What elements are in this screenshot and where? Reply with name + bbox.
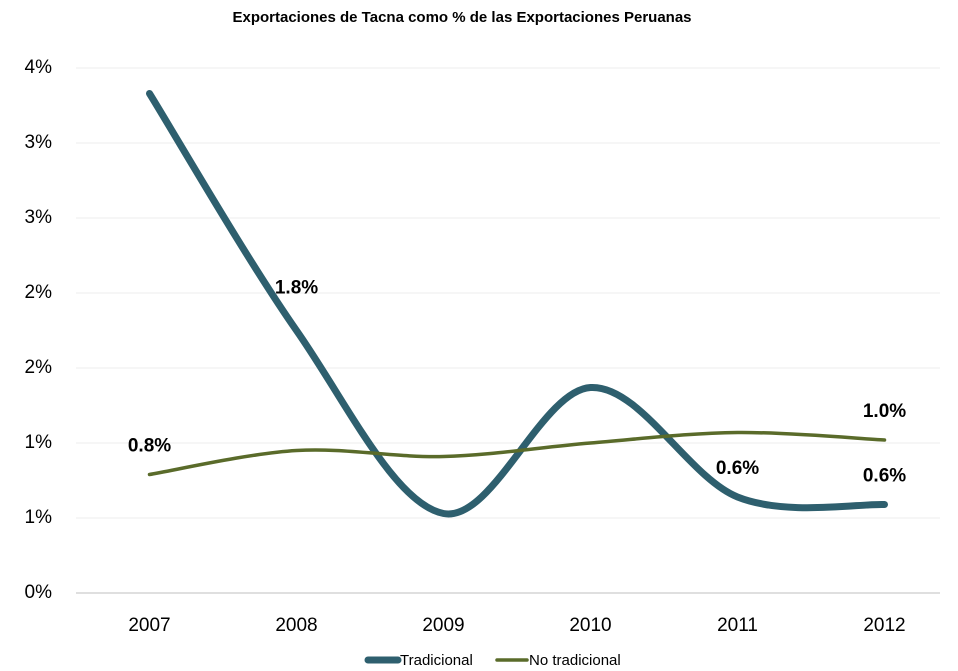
y-tick-label: 1%	[25, 432, 53, 453]
y-tick-label: 2%	[25, 282, 53, 303]
data-label: 0.6%	[863, 466, 906, 487]
x-tick-label: 2008	[275, 615, 317, 636]
series-line	[147, 430, 887, 477]
x-tick-label: 2011	[717, 615, 758, 636]
y-tick-label: 3%	[25, 207, 53, 228]
data-label: 0.8%	[128, 436, 171, 457]
legend-label: Tradicional	[400, 652, 473, 669]
data-label: 1.8%	[275, 278, 318, 299]
chart-title: Exportaciones de Tacna como % de las Exp…	[232, 9, 691, 26]
x-tick-label: 2009	[422, 615, 464, 636]
y-tick-label: 3%	[25, 132, 53, 153]
x-tick-label: 2012	[863, 615, 905, 636]
series-line	[146, 90, 888, 518]
y-tick-label: 2%	[25, 357, 53, 378]
y-tick-label: 0%	[25, 582, 53, 603]
data-label: 0.6%	[716, 458, 759, 479]
legend-label: No tradicional	[529, 652, 621, 669]
y-tick-label: 1%	[25, 507, 53, 528]
x-tick-label: 2007	[128, 615, 170, 636]
x-tick-label: 2010	[569, 615, 611, 636]
y-tick-label: 4%	[25, 57, 53, 78]
data-label: 1.0%	[863, 401, 906, 422]
